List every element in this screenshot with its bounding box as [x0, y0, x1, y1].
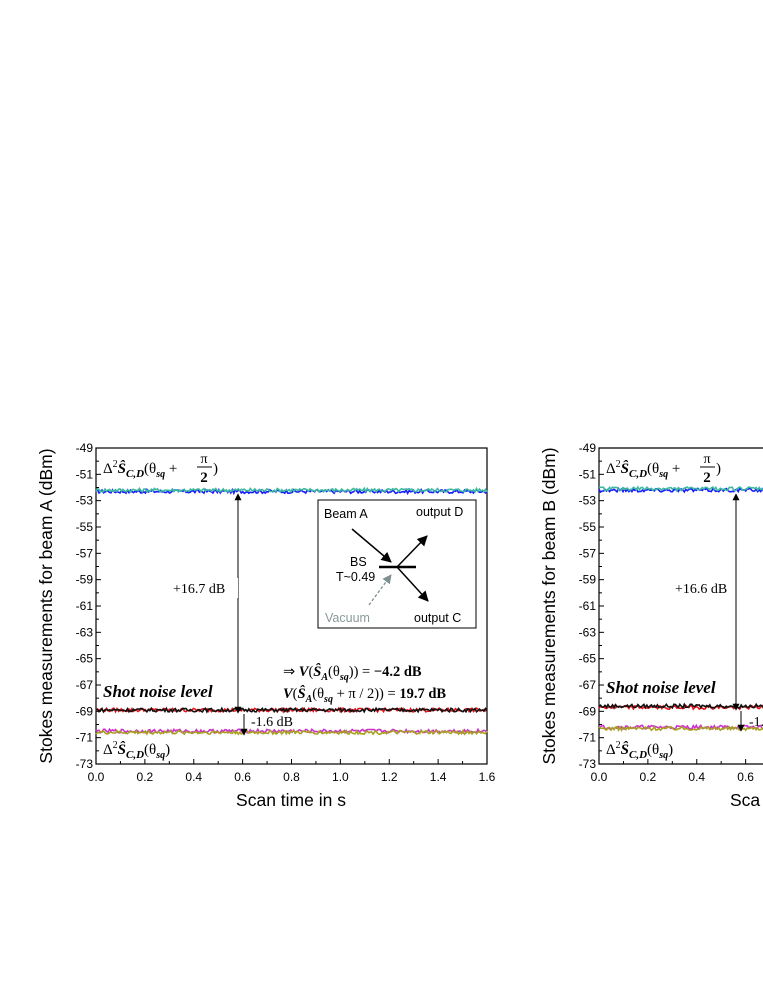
x-tick-label: 1.0	[332, 770, 349, 784]
y-tick-label: -57	[579, 546, 597, 560]
svg-text:π: π	[200, 452, 207, 467]
y-tick-label: -59	[76, 573, 94, 587]
x-tick-label: 0.4	[688, 770, 705, 784]
x-tick-label: 0.8	[283, 770, 300, 784]
y-tick-label: -71	[579, 731, 597, 745]
x-axis-b: 0.0 0.2 0.4 0.6	[591, 759, 754, 784]
inset-vacuum-label: Vacuum	[325, 611, 370, 625]
y-tick-label: -65	[579, 652, 597, 666]
chart-panel-b: -49-51-53-55-57-59-61-63-65-67-69-71-73 …	[539, 441, 763, 810]
x-tick-label: 0.6	[737, 770, 754, 784]
y-tick-label: -73	[76, 757, 94, 771]
y-tick-label: -67	[76, 678, 94, 692]
x-tick-label: 1.2	[381, 770, 398, 784]
squeeze-label-a: -1.6 dB	[251, 715, 293, 730]
y-axis-a: -49 -51 -53 -55 -57 -59 -61 -63 -65 -67 -69 -71 -73	[76, 441, 101, 771]
svg-text:2: 2	[703, 470, 711, 486]
svg-text:): )	[716, 461, 721, 477]
x-tick-label: 0.0	[591, 770, 608, 784]
svg-text:⇒ V(ŜA(θsq)) = −4.2 dB: ⇒ V(ŜA(θsq)) = −4.2 dB	[283, 663, 422, 683]
y-axis-b: -49 -51 -53 -55 -57 -59 -61 -63 -65 -67 -69 -71 -73	[579, 441, 604, 771]
gain-label-a: +16.7 dB	[173, 582, 225, 597]
y-tick-label: -73	[579, 757, 597, 771]
x-tick-label: 1.6	[479, 770, 496, 784]
inset-frame	[317, 499, 477, 629]
inset-transmission-label: T~0.49	[336, 570, 375, 584]
inset-vacuum-arrow	[368, 574, 392, 606]
inset-bs-label: BS	[350, 555, 367, 569]
y-tick-label: -53	[579, 494, 597, 508]
x-tick-label: 0.6	[234, 770, 251, 784]
series-line	[598, 485, 763, 493]
y-tick-label: -51	[579, 467, 597, 481]
beamsplitter-inset: Beam A output D BS T~0.49 Vacuum output …	[317, 499, 477, 629]
svg-text:π: π	[703, 452, 710, 467]
gain-label-b: +16.6 dB	[675, 582, 727, 597]
series-line	[598, 702, 763, 710]
bottom-trace-label-b: Δ2ŜC,D(θsq)	[606, 740, 673, 761]
svg-text:2: 2	[200, 470, 208, 486]
y-tick-label: -49	[579, 441, 597, 455]
inset-output-d-arrow	[396, 535, 428, 568]
shot-noise-label-b: Shot noise level	[606, 678, 716, 697]
inset-output-c-label: output C	[414, 611, 461, 625]
x-axis-title-b: Sca	[730, 790, 760, 810]
y-axis-title-a: Stokes measurements for beam A (dBm)	[36, 448, 56, 763]
inset-beam-a-label: Beam A	[324, 507, 368, 521]
y-tick-label: -55	[579, 520, 597, 534]
y-tick-label: -63	[76, 625, 94, 639]
series-line	[95, 706, 488, 714]
y-tick-label: -63	[579, 625, 597, 639]
y-tick-label: -59	[579, 573, 597, 587]
x-axis-title-a: Scan time in s	[236, 790, 346, 810]
shot-noise-label-a: Shot noise level	[103, 682, 213, 701]
x-tick-label: 0.4	[185, 770, 202, 784]
bottom-trace-label-a: Δ2ŜC,D(θsq)	[103, 740, 170, 761]
y-tick-label: -51	[76, 467, 94, 481]
y-tick-label: -69	[579, 704, 597, 718]
inset-output-d-label: output D	[416, 505, 463, 519]
x-tick-label: 0.0	[88, 770, 105, 784]
inset-output-c-arrow	[396, 566, 429, 602]
squeeze-label-b: -1.	[749, 715, 763, 730]
y-tick-label: -69	[76, 704, 94, 718]
svg-text:Δ2ŜC,D(θsq +: Δ2ŜC,D(θsq +	[103, 459, 177, 480]
y-tick-label: -61	[579, 599, 597, 613]
svg-text:Δ2ŜC,D(θsq): Δ2ŜC,D(θsq)	[103, 740, 170, 761]
chart-panel-a: -49-51-53-55-57-59-61-63-65-67-69-71-73 …	[36, 441, 496, 810]
top-trace-label-a: Δ2ŜC,D(θsq + π 2 )	[103, 452, 218, 486]
series-group-a	[95, 486, 488, 736]
y-tick-label: -57	[76, 546, 94, 560]
series-line	[95, 728, 488, 736]
svg-text:Δ2ŜC,D(θsq +: Δ2ŜC,D(θsq +	[606, 459, 680, 480]
x-tick-label: 0.2	[137, 770, 154, 784]
svg-text:Δ2ŜC,D(θsq): Δ2ŜC,D(θsq)	[606, 740, 673, 761]
y-tick-label: -71	[76, 731, 94, 745]
y-tick-label: -49	[76, 441, 94, 455]
y-tick-label: -65	[76, 652, 94, 666]
svg-text:): )	[213, 461, 218, 477]
y-tick-label: -53	[76, 494, 94, 508]
plot-frame-b	[598, 447, 763, 765]
top-trace-label-b: Δ2ŜC,D(θsq + π 2 )	[606, 452, 721, 486]
y-tick-label: -67	[579, 678, 597, 692]
svg-text:V(ŜA(θsq + π / 2)) = 19.7 dB: V(ŜA(θsq + π / 2)) = 19.7 dB	[283, 685, 446, 705]
x-tick-label: 0.2	[640, 770, 657, 784]
x-axis-a: 0.0 0.2 0.4 0.6 0.8 1.0 1.2 1.4 1.6	[88, 759, 496, 784]
series-line	[598, 725, 763, 733]
inset-input-arrow	[351, 528, 392, 563]
result-lines-a: ⇒ V(ŜA(θsq)) = −4.2 dB V(ŜA(θsq + π / 2)…	[283, 663, 446, 705]
series-line	[95, 486, 488, 494]
y-tick-label: -61	[76, 599, 94, 613]
x-tick-label: 1.4	[430, 770, 447, 784]
y-axis-title-b: Stokes measurements for beam B (dBm)	[539, 447, 559, 764]
y-tick-label: -55	[76, 520, 94, 534]
